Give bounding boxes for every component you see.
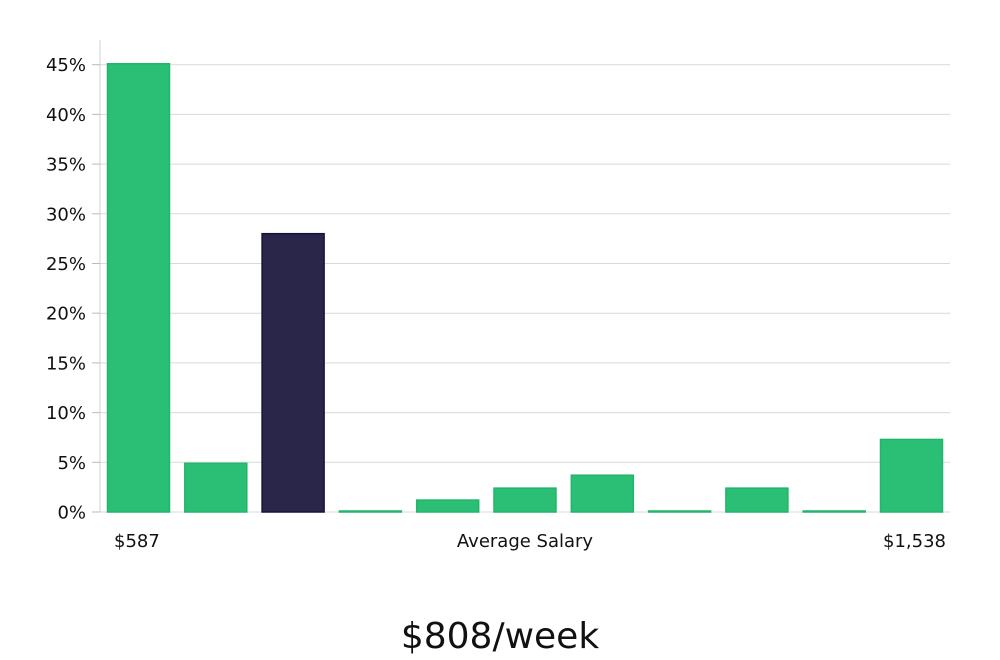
bar <box>802 510 866 513</box>
x-end-label: $1,538 <box>883 531 946 552</box>
y-tick-label: 25% <box>46 254 86 275</box>
y-tick-label: 10% <box>46 403 86 424</box>
y-axis: 0% 5% 10% 15% 20% 25% 30% 35% 40% 45% <box>46 40 101 524</box>
y-tick-label: 35% <box>46 155 86 176</box>
y-tick-label: 0% <box>57 503 86 524</box>
y-tick-label: 15% <box>46 353 86 374</box>
bar <box>493 487 557 513</box>
bar <box>338 510 403 513</box>
bar <box>415 499 480 513</box>
bar <box>184 462 248 513</box>
y-tick-label: 5% <box>57 453 86 474</box>
weekly-salary-headline: $808/week <box>401 616 599 657</box>
bar <box>879 438 944 513</box>
y-tick-label: 40% <box>46 105 86 126</box>
bar <box>647 510 712 513</box>
bar <box>725 487 789 513</box>
bar <box>106 62 171 513</box>
y-tick-label: 30% <box>46 204 86 225</box>
bars <box>106 62 944 513</box>
gridlines <box>100 64 950 513</box>
x-start-label: $587 <box>114 531 160 552</box>
bar <box>570 474 635 513</box>
bar-highlighted <box>261 232 325 513</box>
x-axis-labels: $587 Average Salary $1,538 <box>114 531 946 552</box>
x-axis-title: Average Salary <box>457 531 594 552</box>
y-tick-label: 20% <box>46 304 86 325</box>
y-tick-label: 45% <box>46 55 86 76</box>
